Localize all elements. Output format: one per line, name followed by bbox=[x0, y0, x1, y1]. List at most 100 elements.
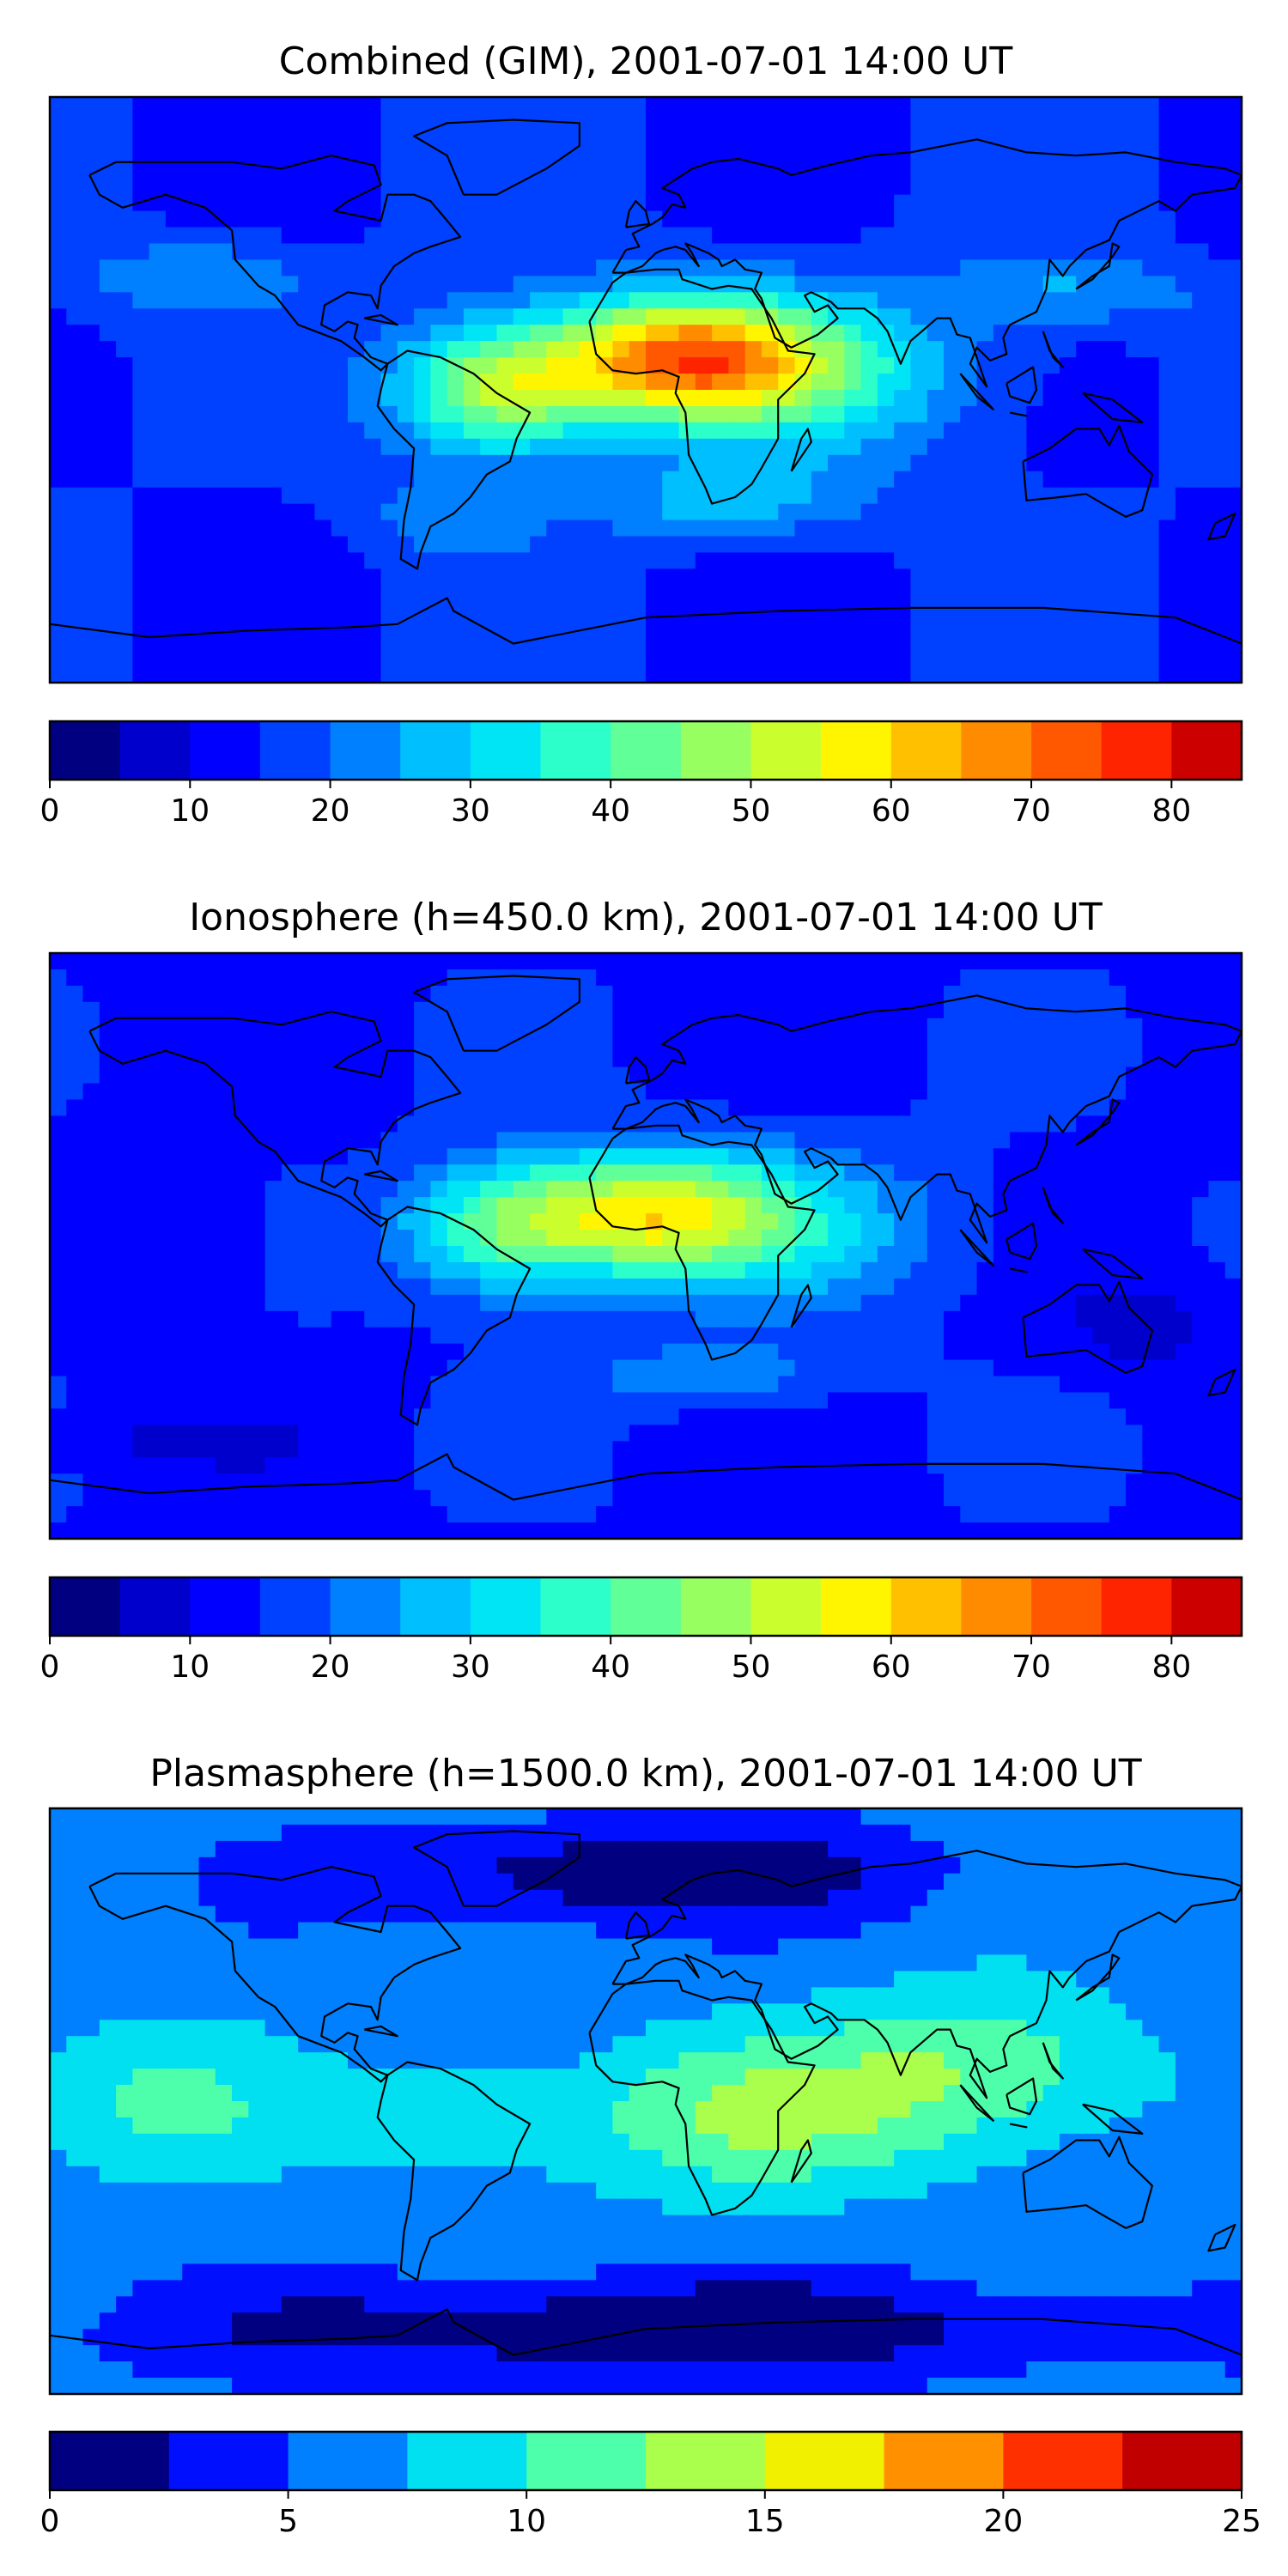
heatmap-cell bbox=[82, 568, 100, 586]
heatmap-cell bbox=[116, 454, 133, 472]
heatmap-cell bbox=[298, 953, 316, 970]
heatmap-cell bbox=[116, 161, 133, 179]
heatmap-cell bbox=[165, 438, 183, 456]
heatmap-cell bbox=[496, 1294, 514, 1312]
heatmap-cell bbox=[695, 357, 713, 374]
heatmap-cell bbox=[430, 1392, 448, 1410]
heatmap-cell bbox=[1010, 1327, 1027, 1345]
heatmap-cell bbox=[546, 438, 564, 456]
heatmap-cell bbox=[463, 1099, 481, 1117]
heatmap-cell bbox=[646, 210, 663, 228]
heatmap-cell bbox=[182, 1230, 200, 1247]
heatmap-cell bbox=[1026, 568, 1044, 586]
heatmap-cell bbox=[761, 243, 779, 261]
heatmap-cell bbox=[629, 1261, 647, 1279]
heatmap-cell bbox=[1026, 953, 1044, 970]
heatmap-cell bbox=[380, 1132, 398, 1149]
heatmap-cell bbox=[993, 325, 1011, 342]
heatmap-cell bbox=[298, 617, 316, 635]
heatmap-cell bbox=[50, 1294, 67, 1312]
heatmap-cell bbox=[1042, 985, 1060, 1003]
heatmap-cell bbox=[215, 243, 233, 261]
heatmap-cell bbox=[149, 1115, 167, 1133]
heatmap-cell bbox=[165, 243, 183, 261]
heatmap-cell bbox=[761, 585, 779, 602]
heatmap-cell bbox=[1208, 454, 1226, 472]
heatmap-cell bbox=[579, 1230, 597, 1247]
heatmap-cell bbox=[149, 1164, 167, 1182]
heatmap-cell bbox=[182, 552, 200, 569]
heatmap-cell bbox=[1224, 145, 1242, 163]
heatmap-cell bbox=[1042, 634, 1060, 651]
heatmap-cell bbox=[50, 1278, 67, 1296]
heatmap-cell bbox=[877, 1181, 895, 1198]
heatmap-cell bbox=[298, 1327, 316, 1345]
heatmap-cell bbox=[877, 161, 895, 179]
heatmap-cell bbox=[50, 666, 67, 683]
heatmap-cell bbox=[1208, 1066, 1226, 1084]
heatmap-cell bbox=[744, 1197, 762, 1214]
heatmap-cell bbox=[314, 194, 332, 212]
heatmap-cell bbox=[678, 1441, 696, 1458]
heatmap-cell bbox=[976, 1001, 994, 1019]
heatmap-cell bbox=[1042, 1213, 1060, 1230]
heatmap-cell bbox=[944, 308, 961, 325]
heatmap-cell bbox=[82, 1343, 100, 1361]
heatmap-cell bbox=[1175, 210, 1193, 228]
heatmap-cell bbox=[1076, 390, 1094, 407]
heatmap-cell bbox=[728, 1457, 746, 1474]
heatmap-cell bbox=[331, 210, 349, 228]
heatmap-cell bbox=[414, 145, 431, 163]
heatmap-cell bbox=[50, 1018, 67, 1036]
heatmap-cell bbox=[761, 1327, 779, 1345]
heatmap-cell bbox=[463, 1018, 481, 1036]
heatmap-cell bbox=[496, 292, 514, 309]
heatmap-cell bbox=[348, 568, 365, 586]
heatmap-cell bbox=[248, 1213, 266, 1230]
heatmap-cell bbox=[612, 1050, 630, 1068]
heatmap-cell bbox=[281, 1343, 299, 1361]
heatmap-cell bbox=[364, 985, 382, 1003]
heatmap-cell bbox=[264, 308, 283, 325]
heatmap-cell bbox=[530, 1099, 547, 1117]
heatmap-cell bbox=[198, 178, 216, 196]
heatmap-cell bbox=[530, 585, 547, 602]
heatmap-cell bbox=[165, 1327, 183, 1345]
heatmap-cell bbox=[99, 1376, 117, 1394]
heatmap-cell bbox=[414, 1083, 431, 1101]
heatmap-cell bbox=[1192, 953, 1210, 970]
heatmap-cell bbox=[894, 1376, 912, 1394]
heatmap-cell bbox=[1126, 650, 1143, 667]
heatmap-cell bbox=[877, 1066, 895, 1084]
heatmap-cell bbox=[712, 969, 729, 987]
heatmap-cell bbox=[744, 1343, 762, 1361]
heatmap-cell bbox=[380, 1164, 398, 1182]
heatmap-cell bbox=[232, 97, 249, 114]
heatmap-cell bbox=[960, 308, 978, 325]
heatmap-cell bbox=[811, 259, 829, 276]
heatmap-cell bbox=[182, 1392, 200, 1410]
heatmap-cell bbox=[149, 1310, 167, 1328]
heatmap-cell bbox=[165, 161, 183, 179]
heatmap-cell bbox=[1126, 1310, 1143, 1328]
heatmap-cell bbox=[513, 390, 531, 407]
heatmap-cell bbox=[927, 1213, 945, 1230]
heatmap-cell bbox=[1059, 1148, 1077, 1165]
heatmap-cell bbox=[960, 1441, 978, 1458]
heatmap-cell bbox=[264, 519, 283, 538]
heatmap-cell bbox=[894, 568, 912, 586]
heatmap-cell bbox=[264, 1359, 283, 1377]
heatmap-cell bbox=[116, 1343, 133, 1361]
heatmap-cell bbox=[579, 634, 597, 651]
heatmap-cell bbox=[629, 1473, 647, 1491]
heatmap-cell bbox=[149, 585, 167, 602]
heatmap-cell bbox=[348, 1230, 365, 1247]
heatmap-cell bbox=[1026, 210, 1044, 228]
heatmap-cell bbox=[1059, 1392, 1077, 1410]
heatmap-cell bbox=[264, 161, 283, 179]
heatmap-cell bbox=[629, 112, 647, 131]
heatmap-cell bbox=[513, 1310, 531, 1328]
heatmap-cell bbox=[976, 325, 994, 342]
heatmap-cell bbox=[248, 985, 266, 1003]
